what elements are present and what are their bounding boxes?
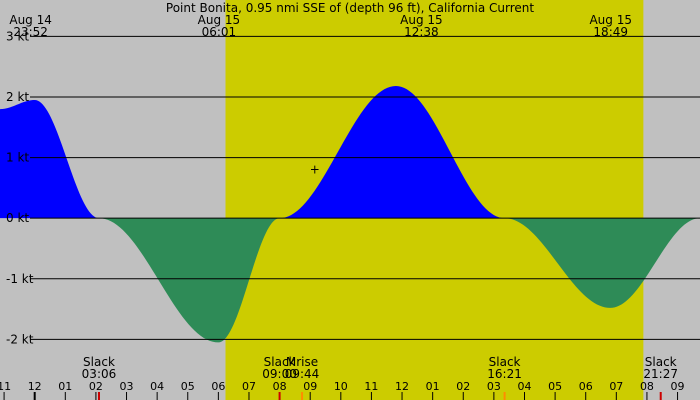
y-tick-label-0: 3 kt [6, 29, 29, 43]
event-marker-2 [278, 392, 281, 400]
top-event-date-2: Aug 15 [400, 13, 443, 27]
event-markers [33, 392, 662, 400]
x-tick-label-3: 02 [89, 380, 103, 393]
x-tick-label-2: 01 [58, 380, 72, 393]
x-tick-label-15: 02 [456, 380, 470, 393]
x-tick-label-5: 04 [150, 380, 164, 393]
bottom-event-time-1: 09:00 [262, 367, 297, 381]
y-axis-labels: 3 kt 2 kt 1 kt 0 kt -1 kt -2 kt [6, 29, 34, 346]
bottom-event-name-2: Mrise [286, 355, 318, 369]
x-tick-label-10: 09 [303, 380, 317, 393]
top-event-date-1: Aug 15 [198, 13, 241, 27]
x-tick-label-7: 06 [211, 380, 225, 393]
bottom-event-name-3: Slack [489, 355, 521, 369]
bottom-event-time-2: 09:44 [285, 367, 320, 381]
x-tick-label-14: 01 [426, 380, 440, 393]
bottom-event-time-3: 16:21 [487, 367, 522, 381]
event-marker-3 [301, 392, 304, 400]
x-tick-label-9: 08 [273, 380, 287, 393]
y-tick-label-3: 0 kt [6, 211, 29, 225]
top-event-date-0: Aug 14 [9, 13, 52, 27]
x-tick-label-0: 11 [0, 380, 11, 393]
x-tick-label-4: 03 [120, 380, 134, 393]
bottom-event-time-0: 03:06 [82, 367, 117, 381]
y-gridlines [30, 35, 700, 340]
ebb-area-1 [98, 218, 280, 343]
ebb-area-3 [504, 218, 700, 308]
y-tick-label-1: 2 kt [6, 90, 29, 104]
x-tick-label-22: 09 [671, 380, 685, 393]
x-tick-label-1: 12 [28, 380, 42, 393]
top-event-date-3: Aug 15 [589, 13, 632, 27]
top-event-time-2: 12:38 [404, 25, 439, 39]
flood-area-2 [279, 86, 505, 219]
current-areas [0, 86, 700, 343]
top-event-time-1: 06:01 [202, 25, 237, 39]
current-position-marker: + [310, 163, 320, 177]
bottom-event-name-1: Slack [264, 355, 296, 369]
x-tick-label-16: 03 [487, 380, 501, 393]
x-tick-label-12: 11 [364, 380, 378, 393]
x-tick-label-8: 07 [242, 380, 256, 393]
x-tick-label-13: 12 [395, 380, 409, 393]
x-tick-label-17: 04 [517, 380, 531, 393]
y-tick-label-5: -2 kt [6, 332, 34, 346]
chart-title: Point Bonita, 0.95 nmi SSE of (depth 96 … [166, 1, 534, 15]
x-tick-label-6: 05 [181, 380, 195, 393]
x-tick-label-19: 06 [579, 380, 593, 393]
bottom-event-name-0: Slack [83, 355, 115, 369]
y-tick-label-4: -1 kt [6, 272, 34, 286]
top-event-time-0: 23:52 [13, 25, 48, 39]
x-tick-label-21: 08 [640, 380, 654, 393]
event-marker-1 [97, 392, 100, 400]
top-event-time-3: 18:49 [593, 25, 628, 39]
flood-area-0 [0, 100, 99, 219]
bottom-event-name-4: Slack [645, 355, 677, 369]
event-marker-5 [659, 392, 662, 400]
x-axis-ticks: 11 12 01 02 03 04 05 06 07 08 09 10 11 12 01 02 03 04 05 06… [0, 380, 685, 400]
y-tick-label-2: 1 kt [6, 151, 29, 165]
bottom-event-time-4: 21:27 [643, 367, 678, 381]
x-tick-label-20: 07 [609, 380, 623, 393]
event-marker-4 [503, 392, 506, 400]
event-marker-0 [33, 392, 36, 400]
bottom-events: Slack03:06Slack09:00Mrise09:44Slack16:21… [82, 355, 678, 381]
x-tick-label-11: 10 [334, 380, 348, 393]
x-tick-label-18: 05 [548, 380, 562, 393]
